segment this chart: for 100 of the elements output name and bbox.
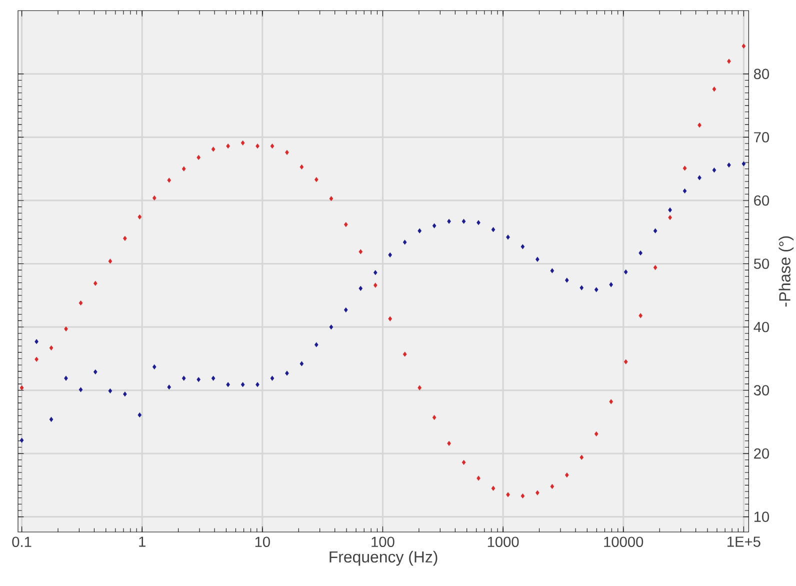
point	[388, 252, 392, 258]
point	[506, 492, 510, 498]
point	[78, 300, 83, 306]
point	[300, 164, 304, 170]
point	[594, 287, 598, 292]
point	[536, 256, 540, 262]
point	[34, 339, 38, 344]
point	[285, 370, 289, 376]
point	[300, 361, 304, 366]
y-axis-title: -Phase (°)	[778, 236, 794, 307]
point	[550, 484, 554, 489]
point	[712, 86, 716, 92]
point	[256, 382, 260, 387]
point	[358, 249, 362, 254]
point	[329, 196, 334, 201]
point	[123, 236, 127, 241]
point	[226, 144, 230, 148]
point	[182, 166, 186, 172]
point	[476, 220, 480, 226]
x-tick-label: 10	[255, 536, 270, 548]
y-tick-label: 70	[754, 132, 770, 142]
point	[565, 278, 569, 283]
point	[476, 476, 480, 481]
point	[152, 196, 156, 200]
point	[94, 370, 98, 374]
x-tick-label: 1E+5	[728, 536, 760, 547]
point	[34, 356, 38, 362]
point	[314, 342, 318, 348]
y-tick-label: 80	[754, 68, 770, 80]
point	[638, 313, 642, 318]
point	[108, 258, 112, 264]
y-tick-label: 20	[754, 448, 770, 459]
point	[49, 345, 54, 350]
point	[580, 285, 584, 290]
point	[638, 250, 642, 256]
point	[462, 460, 466, 465]
point	[285, 150, 289, 155]
point	[94, 280, 98, 286]
point	[550, 268, 554, 274]
point	[609, 399, 613, 404]
point	[20, 438, 24, 443]
point	[580, 454, 584, 460]
point	[536, 490, 540, 496]
point	[402, 240, 407, 245]
point	[698, 175, 702, 180]
point	[668, 208, 672, 212]
y-tick-label: 60	[754, 195, 770, 206]
point	[418, 228, 422, 234]
point	[64, 376, 68, 381]
point	[609, 282, 613, 288]
point	[270, 144, 274, 148]
y-tick-label: 30	[754, 385, 770, 396]
y-tick-label: 10	[754, 512, 770, 522]
point	[520, 244, 525, 250]
point	[240, 140, 245, 146]
point	[594, 432, 598, 436]
point	[462, 218, 466, 224]
point	[653, 228, 658, 234]
point	[64, 326, 68, 332]
point	[506, 234, 510, 240]
x-tick-label: 1	[139, 536, 146, 547]
point	[256, 144, 260, 148]
x-axis-title: Frequency (Hz)	[330, 550, 438, 566]
point	[727, 162, 731, 168]
point	[138, 412, 142, 418]
point	[432, 223, 436, 228]
point	[211, 146, 216, 152]
point	[167, 384, 171, 390]
point	[167, 178, 171, 183]
point	[418, 385, 422, 390]
point	[624, 359, 628, 364]
point	[402, 352, 407, 357]
point	[447, 218, 451, 224]
point	[624, 270, 628, 274]
point	[314, 177, 318, 182]
point	[565, 472, 569, 478]
point	[138, 214, 142, 220]
point	[374, 282, 378, 288]
point	[196, 155, 200, 160]
x-tick-label: 0.1	[12, 536, 32, 548]
point	[491, 486, 496, 491]
point	[182, 376, 186, 381]
point	[20, 385, 24, 390]
point	[388, 316, 392, 322]
point	[344, 308, 348, 312]
point	[196, 377, 200, 382]
point	[226, 382, 230, 387]
point	[698, 122, 702, 128]
point	[108, 388, 112, 394]
point	[742, 44, 746, 48]
point	[358, 286, 362, 291]
point	[123, 392, 127, 396]
y-tick-label: 50	[754, 258, 770, 269]
point	[432, 415, 436, 420]
point	[374, 270, 378, 275]
point	[447, 441, 451, 446]
point	[712, 168, 716, 172]
point	[240, 382, 245, 387]
point	[682, 166, 687, 171]
point	[211, 376, 216, 381]
